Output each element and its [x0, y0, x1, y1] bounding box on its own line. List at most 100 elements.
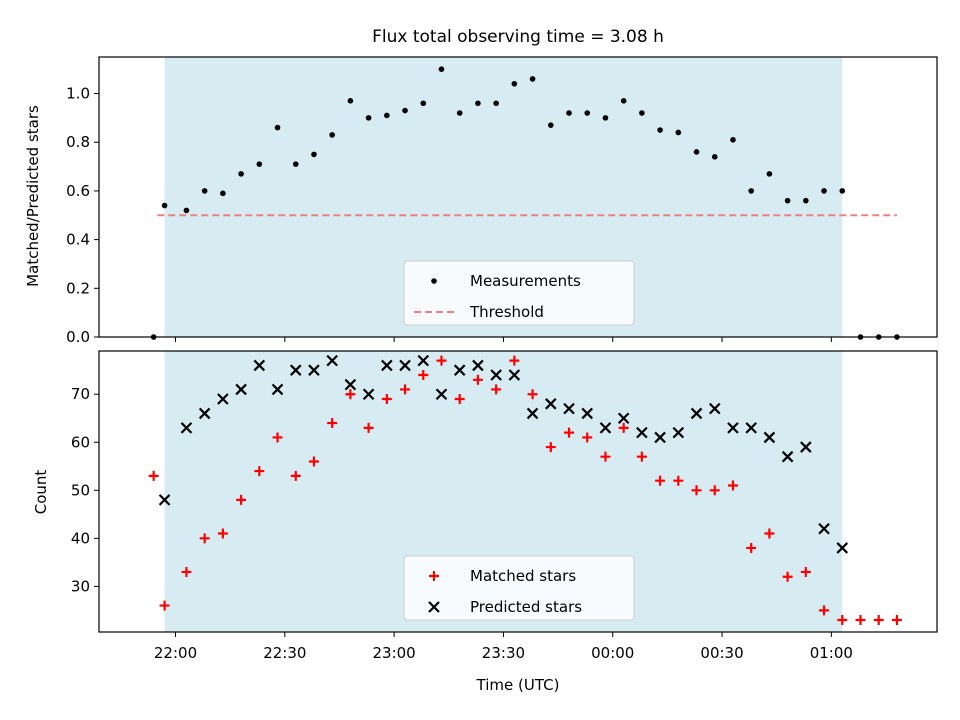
predicted-star-point	[217, 393, 229, 405]
measurement-point	[220, 190, 226, 197]
matched-star-point	[418, 370, 429, 381]
matched-star-point	[600, 451, 611, 462]
matched-star-point	[673, 475, 684, 486]
y-tick-label: 50	[71, 481, 90, 499]
measurement-point	[384, 112, 390, 119]
matched-star-point	[381, 394, 392, 405]
bottom-panel: 30 40 50 60 70 22:00 22:30 23:00 23:30 00:00 00:30…	[71, 350, 938, 662]
measurement-point	[438, 66, 445, 72]
predicted-star-point	[781, 450, 794, 463]
y-tick-label: 0.6	[66, 182, 90, 200]
matched-star-point	[727, 480, 738, 491]
matched-star-point	[545, 442, 556, 453]
matched-star-point	[199, 533, 210, 544]
measurement-point	[803, 197, 809, 204]
measurement-point	[292, 161, 299, 167]
matched-star-point	[873, 614, 884, 625]
predicted-star-point	[235, 383, 247, 396]
matched-star-point	[181, 566, 192, 577]
legend-box	[403, 260, 635, 326]
legend-label: Matched stars	[470, 567, 576, 585]
predicted-star-point	[690, 407, 703, 420]
y-axis-label-top: Matched/Predicted stars	[24, 105, 42, 287]
y-tick-label: 30	[71, 577, 90, 595]
measurement-point	[511, 80, 518, 87]
matched-star-point	[148, 470, 159, 481]
matched-star-point	[709, 485, 720, 496]
predicted-star-point	[453, 364, 466, 376]
predicted-star-point	[545, 398, 557, 410]
legend: Measurements Threshold	[403, 260, 635, 326]
x-tick-label: 22:30	[263, 644, 306, 662]
matched-star-point	[308, 456, 319, 467]
matched-star-point	[764, 528, 775, 539]
legend-label: Threshold	[469, 303, 544, 321]
predicted-star-point	[253, 359, 266, 372]
measurement-point	[730, 136, 736, 143]
predicted-star-point	[708, 402, 721, 415]
predicted-star-point	[599, 422, 612, 434]
measurement-point	[420, 100, 427, 107]
matched-star-point	[363, 422, 374, 433]
predicted-star-point	[289, 364, 302, 376]
x-tick-label: 00:00	[591, 644, 634, 662]
legend-marker-plus	[429, 571, 439, 581]
predicted-star-point	[563, 402, 575, 415]
measurement-point	[839, 188, 846, 194]
y-tick-label: 70	[71, 385, 90, 403]
predicted-star-point	[180, 422, 193, 434]
matched-star-point	[618, 422, 629, 433]
predicted-star-point	[490, 369, 502, 381]
predicted-star-point	[271, 383, 284, 396]
predicted-star-point	[417, 354, 430, 367]
predicted-star-point	[818, 522, 830, 535]
predicted-star-point	[326, 354, 338, 367]
matched-star-point	[746, 542, 757, 553]
predicted-star-point	[581, 407, 594, 420]
measurement-point	[529, 76, 536, 82]
top-panel: 0.0 0.2 0.4 0.6 0.8 1.0 Measurements Threshold	[66, 56, 938, 346]
x-axis-label: Time (UTC)	[476, 676, 560, 694]
predicted-star-point	[198, 407, 211, 420]
matched-star-point	[272, 432, 283, 443]
matched-star-point	[454, 394, 465, 405]
measurement-point	[657, 127, 663, 133]
matched-star-point	[782, 571, 793, 582]
predicted-star-point	[617, 412, 630, 425]
measurement-point	[566, 110, 572, 116]
predicted-star-point	[672, 426, 685, 439]
matched-star-point	[254, 466, 265, 477]
measurement-point	[183, 207, 190, 214]
matched-star-point	[236, 494, 247, 505]
matched-star-point	[855, 614, 866, 625]
measurement-point	[602, 115, 609, 121]
chart-title: Flux total observing time = 3.08 h	[372, 27, 664, 47]
legend-marker-dot	[431, 278, 437, 284]
matched-star-point	[819, 605, 830, 616]
measurement-point	[547, 122, 554, 128]
matched-star-point	[509, 355, 520, 366]
predicted-star-point	[836, 542, 849, 554]
matched-star-point	[159, 600, 170, 611]
measurement-point	[639, 110, 645, 116]
matched-star-point	[564, 427, 575, 438]
predicted-star-point	[763, 431, 776, 444]
predicted-star-point	[745, 422, 757, 434]
measurement-point	[475, 100, 481, 107]
matched-star-point	[582, 432, 593, 443]
measurement-point	[766, 171, 773, 177]
matched-star-point	[217, 528, 228, 539]
predicted-star-point	[526, 407, 539, 420]
y-tick-label: 0.2	[66, 279, 90, 297]
matched-star-point	[436, 355, 447, 366]
measurement-point	[693, 149, 700, 155]
measurement-point	[238, 171, 244, 177]
matched-star-point	[837, 614, 848, 625]
predicted-star-point	[654, 431, 666, 444]
axes-frame	[98, 350, 938, 633]
measurement-point	[311, 151, 317, 158]
predicted-star-point	[508, 369, 521, 381]
y-tick-label: 1.0	[66, 85, 90, 103]
legend-marker-x	[428, 601, 440, 613]
